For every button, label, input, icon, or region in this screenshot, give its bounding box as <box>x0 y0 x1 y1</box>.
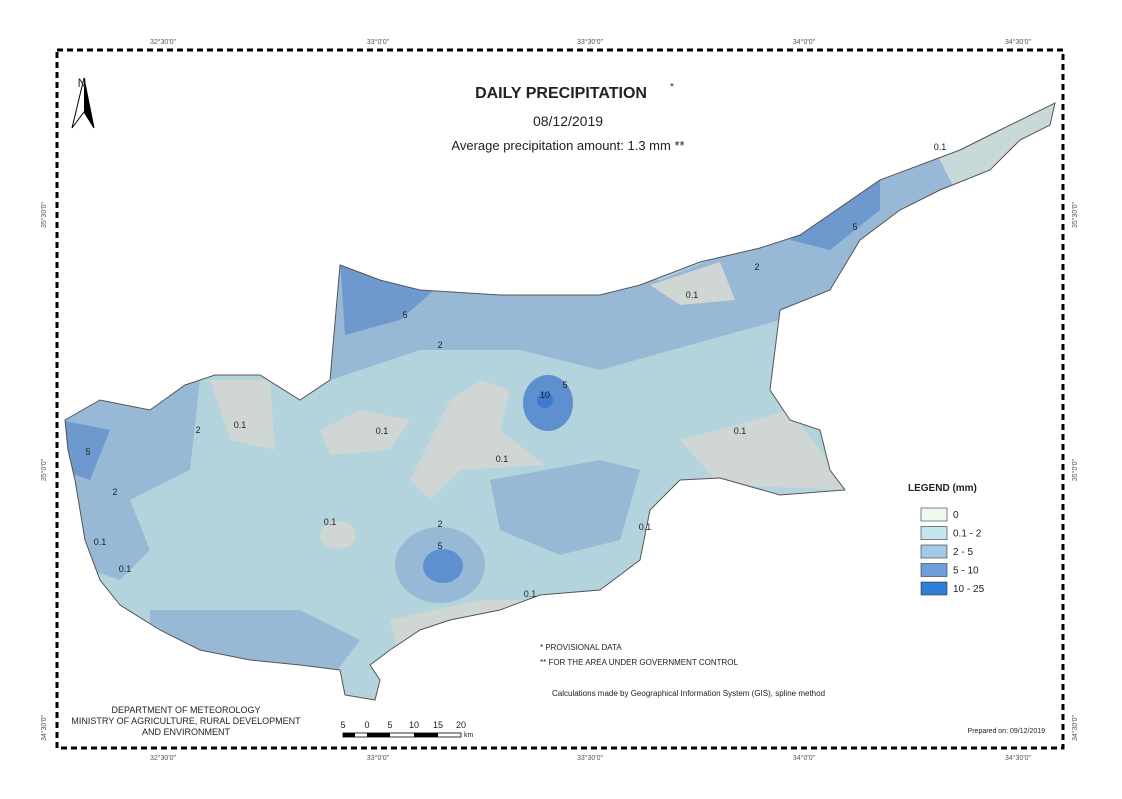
lon-label: 34°0'0" <box>793 754 816 762</box>
lat-label: 35°30'0" <box>1071 201 1079 228</box>
lon-label: 34°0'0" <box>793 38 816 46</box>
department: AND ENVIRONMENT <box>142 727 231 737</box>
legend-label: 2 - 5 <box>953 547 973 558</box>
contour-label: 5 <box>562 380 567 390</box>
contour-label: 10 <box>540 390 550 400</box>
contour-label: 0.1 <box>324 517 337 527</box>
north-label: N <box>78 76 87 90</box>
scale-label: 20 <box>456 720 466 730</box>
title: DAILY PRECIPITATION <box>475 85 647 102</box>
lon-label: 34°30'0" <box>1005 754 1032 762</box>
legend-label: 10 - 25 <box>953 584 985 595</box>
legend-swatch <box>920 507 948 522</box>
lon-label: 34°30'0" <box>1005 38 1032 46</box>
legend-label: 0 <box>953 510 959 521</box>
contour-label: 2 <box>112 487 117 497</box>
legend-title: LEGEND (mm) <box>908 483 977 494</box>
lat-label: 34°30'0" <box>40 714 48 741</box>
date: 08/12/2019 <box>533 113 603 129</box>
contour-label: 5 <box>85 447 90 457</box>
scale-label: 5 <box>387 720 392 730</box>
contour-label: 5 <box>852 222 857 232</box>
lon-label: 33°0'0" <box>367 754 390 762</box>
lat-label: 35°30'0" <box>40 201 48 228</box>
scale-label: 10 <box>409 720 419 730</box>
map-frame <box>55 48 1065 750</box>
note: * PROVISIONAL DATA <box>540 643 622 652</box>
legend-swatch <box>920 563 948 577</box>
department: DEPARTMENT OF METEOROLOGY <box>111 705 260 715</box>
north-arrow-fill <box>84 78 94 128</box>
note: ** FOR THE AREA UNDER GOVERNMENT CONTROL <box>540 658 739 667</box>
lat-label: 34°30'0" <box>1071 714 1079 741</box>
legend-label: 5 - 10 <box>953 566 979 577</box>
scale-bar <box>342 732 462 738</box>
contour-label: 0.1 <box>376 426 389 436</box>
lon-label: 33°30'0" <box>577 38 604 46</box>
method: Calculations made by Geographical Inform… <box>552 689 825 698</box>
scale-bar-segment <box>414 733 438 737</box>
legend-swatch <box>920 526 948 540</box>
lat-label: 35°0'0" <box>1071 458 1079 481</box>
scale-label: 5 <box>340 720 345 730</box>
scale-label: 15 <box>433 720 443 730</box>
department: MINISTRY OF AGRICULTURE, RURAL DEVELOPME… <box>71 716 301 726</box>
contour-label: 0.1 <box>639 522 652 532</box>
scale-unit: km <box>464 732 474 739</box>
scale-bar-segment <box>343 733 355 737</box>
lon-label: 32°30'0" <box>150 754 177 762</box>
lon-label: 33°0'0" <box>367 38 390 46</box>
contour-label: 0.1 <box>934 142 947 152</box>
lon-label: 33°30'0" <box>577 754 604 762</box>
contour-label: 0.1 <box>686 290 699 300</box>
contour-label: 5 <box>402 310 407 320</box>
scale-label: 0 <box>364 720 369 730</box>
prepared: Prepared on: 09/12/2019 <box>968 728 1046 735</box>
contour-label: 2 <box>437 519 442 529</box>
average: Average precipitation amount: 1.3 mm ** <box>451 138 684 153</box>
contour-label: 2 <box>437 340 442 350</box>
contour-label: 0.1 <box>119 564 132 574</box>
legend-label: 0.1 - 2 <box>953 529 982 540</box>
title-mark: * <box>670 82 674 93</box>
legend-swatch <box>920 544 948 559</box>
contour-label: 0.1 <box>524 589 537 599</box>
contour-label: 2 <box>195 425 200 435</box>
contour-label: 2 <box>754 262 759 272</box>
contour-label: 0.1 <box>496 454 509 464</box>
legend-swatch <box>920 581 948 596</box>
precipitation-zones <box>65 103 1055 700</box>
scale-bar-segment <box>367 733 390 737</box>
contour-label: 5 <box>437 541 442 551</box>
contour-label: 0.1 <box>734 426 747 436</box>
lon-label: 32°30'0" <box>150 38 177 46</box>
contour-label: 0.1 <box>94 537 107 547</box>
contour-label: 0.1 <box>234 420 247 430</box>
lat-label: 35°0'0" <box>40 458 48 481</box>
